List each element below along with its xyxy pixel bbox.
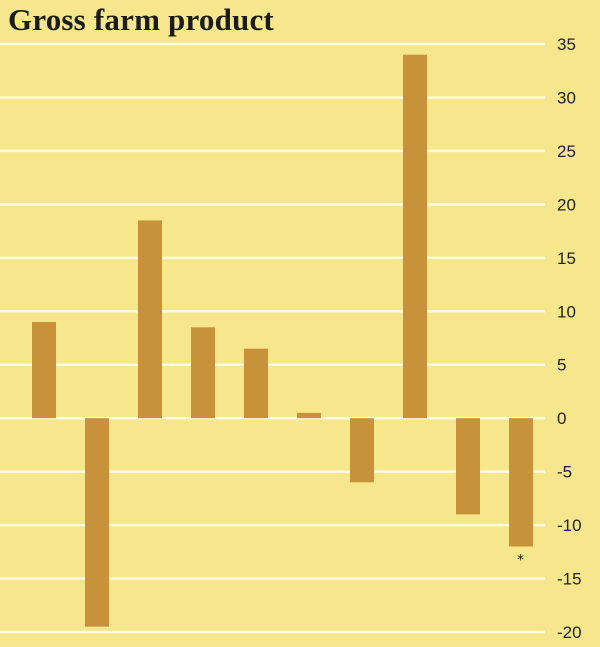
chart-title: Gross farm product (8, 2, 274, 37)
y-tick-label: -10 (557, 516, 582, 535)
bar (191, 327, 215, 419)
y-tick-label: 30 (557, 88, 576, 107)
bar (85, 418, 109, 627)
bar (403, 54, 427, 419)
gridlines (0, 42, 545, 634)
y-tick-label: 10 (557, 302, 576, 321)
bars (32, 54, 533, 627)
bar (138, 220, 162, 419)
bar (350, 418, 374, 483)
bar (509, 418, 533, 547)
y-tick-label: -15 (557, 570, 582, 589)
y-tick-label: 20 (557, 195, 576, 214)
y-tick-label: 5 (557, 356, 566, 375)
bar (32, 321, 56, 419)
y-tick-label: 35 (557, 35, 576, 54)
bar-annotation: * (517, 552, 524, 568)
y-axis-ticks: 35 30 25 20 15 10 5 0 -5 -10 -15 -20 (557, 35, 582, 642)
y-tick-label: -20 (557, 623, 582, 642)
y-tick-label: -5 (557, 463, 572, 482)
bar (456, 418, 480, 515)
annotations: * (517, 552, 524, 568)
y-tick-label: 25 (557, 142, 576, 161)
y-tick-label: 0 (557, 409, 566, 428)
y-tick-label: 15 (557, 249, 576, 268)
bar (244, 348, 268, 419)
bar (297, 412, 321, 419)
